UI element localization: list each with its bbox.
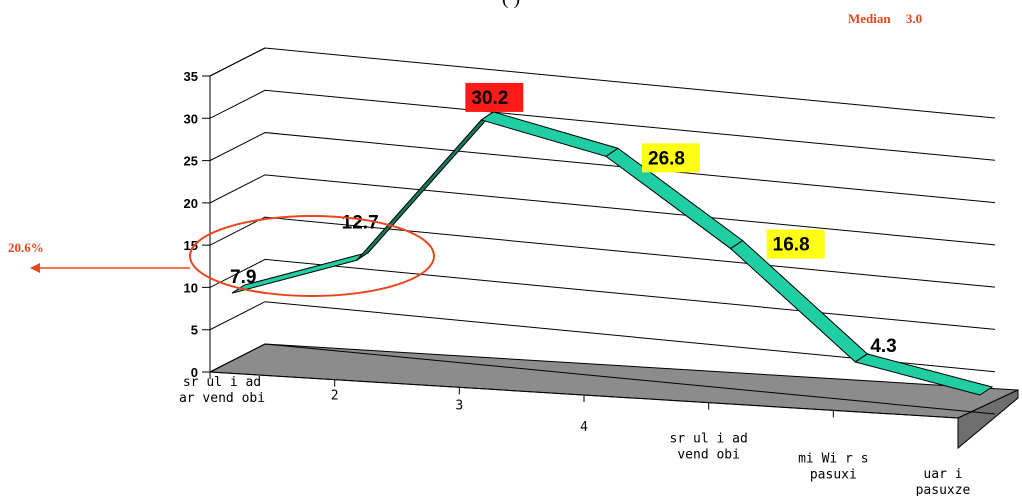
- gridline: [202, 343, 996, 415]
- chart-floor-edge: [957, 389, 1019, 450]
- x-tick-label-line: sr ul i ad: [183, 375, 261, 390]
- y-axis-top-edge: [209, 47, 266, 77]
- gridline: [202, 47, 996, 119]
- median-label: Median 3.0: [848, 11, 922, 27]
- side-annotation-percent: 20.6%: [8, 240, 44, 255]
- x-tick-label-line: 4: [580, 420, 588, 435]
- x-tick-label-line: ar vend obi: [179, 391, 265, 406]
- x-tick-label-line: vend obi: [677, 448, 740, 463]
- x-tick-label-line: 2: [331, 389, 339, 404]
- data-label: 12.7: [342, 212, 379, 233]
- data-label: 30.2: [471, 88, 508, 109]
- gridlines: [202, 47, 996, 415]
- data-label-highlight: [642, 143, 700, 173]
- y-tick-label: 35: [184, 69, 198, 84]
- highlight-ellipse: [189, 215, 435, 297]
- gridline: [202, 258, 996, 330]
- data-label: 26.8: [648, 148, 685, 169]
- data-label-highlight: [766, 229, 825, 259]
- x-tick-label-line: pasuxi: [810, 467, 857, 482]
- x-tick-label-line: mi Wi r s: [798, 451, 868, 466]
- x-tick-label-line: pasuxze: [916, 483, 971, 496]
- x-tick-label-line: uar i: [923, 467, 962, 482]
- data-label-highlight: [465, 82, 524, 112]
- y-tick-label: 10: [184, 280, 198, 295]
- y-tick-label: 0: [191, 365, 198, 380]
- value-axis: 0 5 10 15 20 25 30 35: [184, 47, 266, 380]
- series-ribbon: [231, 111, 994, 396]
- series-segment: [729, 239, 869, 363]
- gridline: [202, 301, 996, 373]
- data-label: 4.3: [870, 336, 896, 357]
- annotations: [30, 215, 435, 297]
- median-label-text: Median: [848, 11, 891, 26]
- y-tick-label: 15: [184, 238, 198, 253]
- x-tick-label-line: 3: [455, 398, 463, 413]
- x-tick-label: mi Wi r s pasuxi: [798, 451, 868, 482]
- x-tick-label: 3: [455, 398, 463, 413]
- x-tick-label: 2: [331, 389, 339, 404]
- y-tick-label: 30: [184, 111, 198, 126]
- data-label: 16.8: [773, 235, 810, 256]
- x-tick-label: 4: [580, 420, 588, 435]
- series-segment: [480, 111, 620, 157]
- x-tick-label-line: sr ul i ad: [670, 432, 748, 447]
- y-tick-label: 20: [184, 196, 198, 211]
- gridline: [202, 174, 996, 246]
- median-value: 3.0: [905, 11, 923, 26]
- series-segment: [854, 353, 994, 396]
- y-tick-label: 5: [191, 323, 198, 338]
- x-tick-label: sr ul i ad ar vend obi: [179, 375, 265, 406]
- gridline: [202, 216, 996, 288]
- x-tick-label: uar i pasuxze: [916, 467, 971, 496]
- annotation-arrowhead: [30, 263, 40, 273]
- page-title: ( ): [0, 0, 1022, 10]
- y-tick-label: 25: [184, 154, 198, 169]
- x-tick-label: sr ul i ad vend obi: [670, 432, 748, 463]
- chart-floor: [208, 343, 1019, 419]
- gridline: [202, 89, 996, 161]
- data-label: 7.9: [230, 267, 256, 288]
- data-labels: 7.912.730.226.816.84.31.3: [230, 82, 897, 357]
